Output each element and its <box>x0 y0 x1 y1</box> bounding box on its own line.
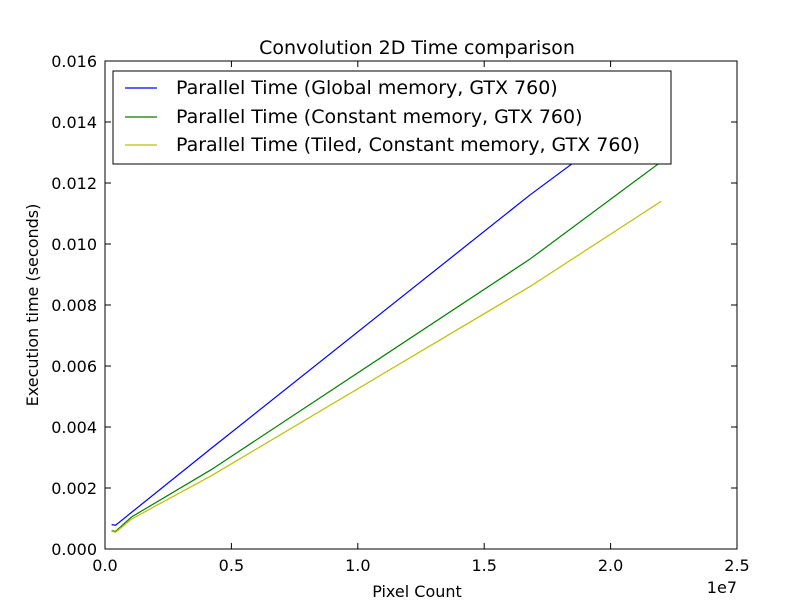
x-tick-label: 2.5 <box>724 556 749 575</box>
legend-label-constant: Parallel Time (Constant memory, GTX 760) <box>176 106 583 128</box>
x-tick-label: 1.0 <box>345 556 370 575</box>
series-line-0 <box>111 97 662 526</box>
y-tick-label: 0.012 <box>51 174 97 193</box>
x-tick-label: 0.0 <box>92 556 117 575</box>
series-layer <box>111 97 662 533</box>
legend: Parallel Time (Global memory, GTX 760) P… <box>112 70 672 165</box>
series-line-2 <box>111 200 662 533</box>
y-tick-label: 0.010 <box>51 235 97 254</box>
y-tick-label: 0.006 <box>51 357 97 376</box>
y-tick-label: 0.000 <box>51 540 97 559</box>
legend-label-global: Parallel Time (Global memory, GTX 760) <box>176 77 558 99</box>
x-tick-label: 0.5 <box>219 556 244 575</box>
x-axis-label: Pixel Count <box>372 582 462 601</box>
y-tick-label: 0.014 <box>51 113 97 132</box>
y-tick-label: 0.008 <box>51 296 97 315</box>
x-tick-label: 1.5 <box>471 556 496 575</box>
series-line-1 <box>111 161 662 532</box>
chart-title: Convolution 2D Time comparison <box>259 37 575 59</box>
legend-box <box>112 70 672 165</box>
y-tick-label: 0.004 <box>51 418 97 437</box>
y-tick-label: 0.002 <box>51 479 97 498</box>
y-tick-label: 0.016 <box>51 52 97 71</box>
y-axis-label: Execution time (seconds) <box>23 204 42 407</box>
legend-label-tiled: Parallel Time (Tiled, Constant memory, G… <box>176 134 640 156</box>
x-axis-offset-label: 1e7 <box>707 578 737 597</box>
tick-layer: 0.0 0.5 1.0 1.5 2.0 2.5 0.000 0.002 0.004 0.006 0.… <box>51 52 750 575</box>
x-tick-label: 2.0 <box>598 556 623 575</box>
